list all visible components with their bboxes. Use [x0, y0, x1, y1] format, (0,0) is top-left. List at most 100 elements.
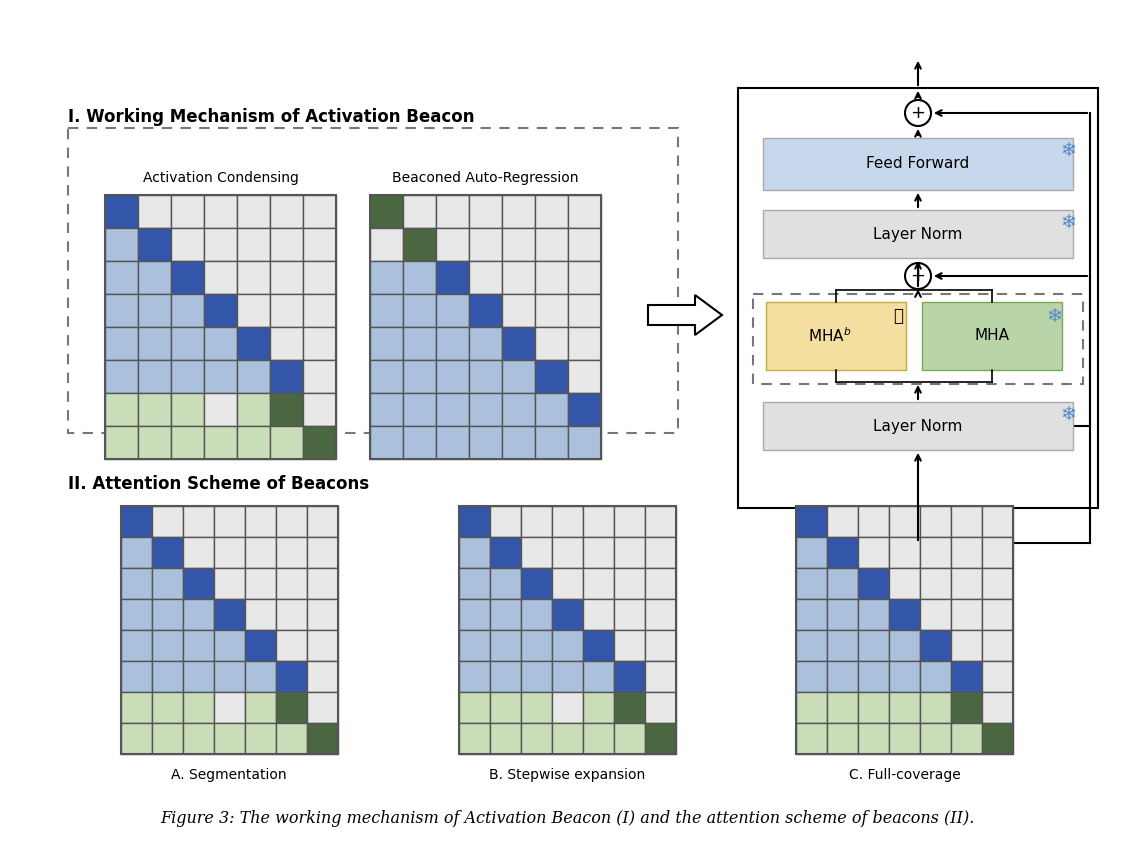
Bar — [245, 661, 276, 692]
Bar — [105, 393, 138, 426]
Bar — [644, 537, 676, 568]
Bar — [204, 294, 237, 327]
Bar — [583, 692, 613, 723]
Bar — [858, 506, 889, 537]
Bar — [204, 393, 237, 426]
Bar — [535, 360, 568, 393]
Bar — [152, 568, 183, 599]
Bar — [458, 537, 490, 568]
Bar — [521, 630, 551, 661]
Bar — [435, 195, 469, 228]
Bar — [922, 302, 1063, 370]
Bar — [469, 360, 502, 393]
Bar — [490, 661, 521, 692]
Bar — [245, 630, 276, 661]
Bar — [152, 723, 183, 754]
Bar — [458, 506, 676, 754]
Bar — [583, 599, 613, 630]
Bar — [370, 327, 403, 360]
Bar — [827, 661, 858, 692]
Bar — [858, 661, 889, 692]
Bar — [613, 723, 644, 754]
Bar — [237, 327, 270, 360]
Text: ❄: ❄ — [1060, 140, 1076, 160]
Bar — [951, 537, 982, 568]
Bar — [469, 261, 502, 294]
Text: B. Stepwise expansion: B. Stepwise expansion — [489, 768, 645, 782]
Bar — [105, 426, 138, 459]
Bar — [921, 506, 951, 537]
Bar — [138, 426, 171, 459]
Bar — [982, 506, 1014, 537]
Bar — [796, 506, 827, 537]
Bar — [568, 426, 601, 459]
Bar — [502, 426, 535, 459]
Bar — [307, 723, 338, 754]
Bar — [889, 537, 921, 568]
Bar — [583, 723, 613, 754]
Bar — [120, 506, 338, 754]
Bar — [403, 228, 435, 261]
Bar — [303, 360, 336, 393]
Bar — [303, 228, 336, 261]
Bar — [613, 661, 644, 692]
Bar — [270, 294, 303, 327]
Bar — [403, 195, 435, 228]
Bar — [120, 723, 152, 754]
Bar — [889, 723, 921, 754]
Bar — [982, 599, 1014, 630]
Bar — [858, 723, 889, 754]
Bar — [171, 360, 204, 393]
Bar — [490, 723, 521, 754]
Bar — [120, 630, 152, 661]
Bar — [138, 195, 171, 228]
Bar — [307, 599, 338, 630]
Bar — [270, 393, 303, 426]
Bar — [270, 360, 303, 393]
Bar — [204, 327, 237, 360]
Bar — [951, 723, 982, 754]
Bar — [458, 692, 490, 723]
Bar — [105, 195, 336, 459]
Bar — [213, 692, 245, 723]
Text: I. Working Mechanism of Activation Beacon: I. Working Mechanism of Activation Beaco… — [68, 108, 474, 126]
Bar — [276, 723, 307, 754]
Bar — [921, 537, 951, 568]
Bar — [270, 426, 303, 459]
Bar — [796, 723, 827, 754]
Bar — [370, 294, 403, 327]
Bar — [204, 228, 237, 261]
Bar — [889, 661, 921, 692]
Bar — [551, 537, 583, 568]
Bar — [521, 661, 551, 692]
Bar — [502, 261, 535, 294]
Bar — [458, 661, 490, 692]
Bar — [138, 360, 171, 393]
Bar — [644, 692, 676, 723]
Bar — [403, 393, 435, 426]
Bar — [435, 426, 469, 459]
Text: 🔥: 🔥 — [892, 307, 903, 325]
Bar — [171, 426, 204, 459]
Bar — [303, 393, 336, 426]
Bar — [152, 537, 183, 568]
Bar — [827, 723, 858, 754]
Bar — [583, 506, 613, 537]
Bar — [951, 661, 982, 692]
Bar — [613, 506, 644, 537]
Bar — [245, 568, 276, 599]
Bar — [568, 327, 601, 360]
Bar — [307, 568, 338, 599]
Bar — [370, 393, 403, 426]
Bar — [213, 599, 245, 630]
Bar — [583, 568, 613, 599]
Bar — [138, 393, 171, 426]
Bar — [535, 426, 568, 459]
Bar — [921, 692, 951, 723]
Bar — [796, 630, 827, 661]
Bar — [551, 506, 583, 537]
Bar — [270, 261, 303, 294]
Text: MHA: MHA — [974, 328, 1009, 343]
Bar — [469, 327, 502, 360]
Bar — [138, 228, 171, 261]
